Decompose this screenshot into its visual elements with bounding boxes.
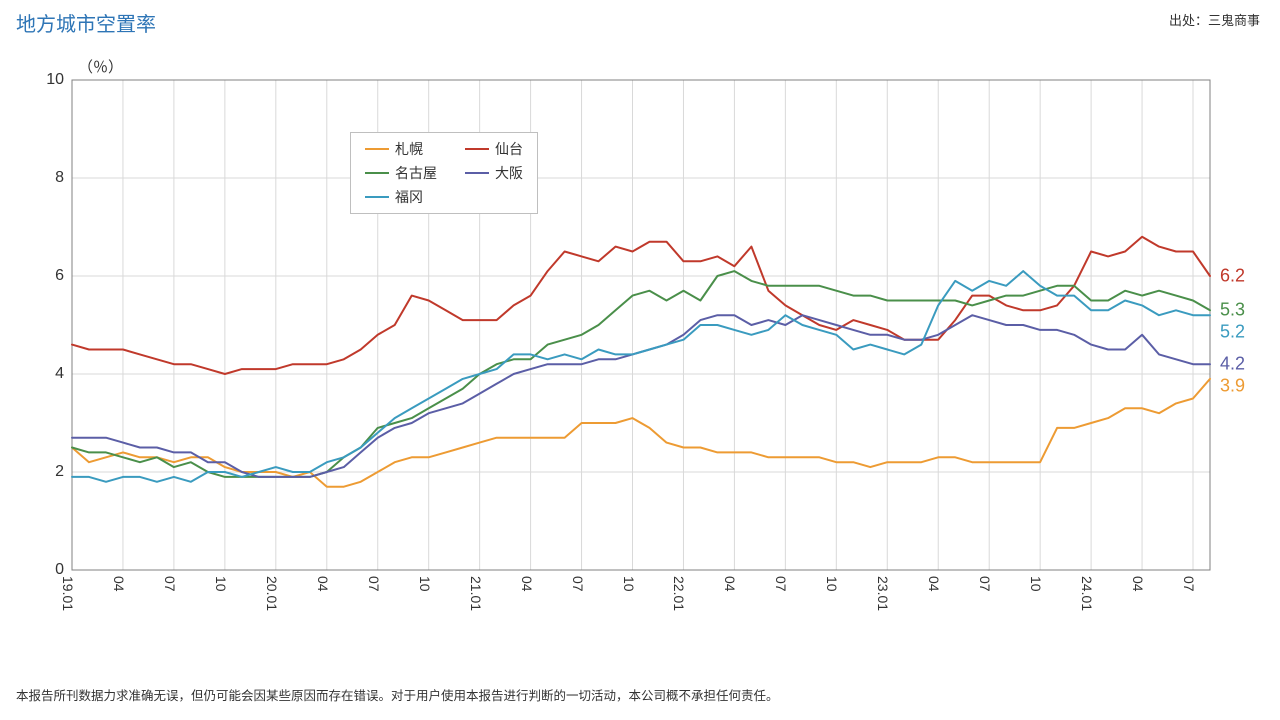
legend-item: 札幌 bbox=[365, 139, 437, 159]
y-tick-label: 8 bbox=[24, 169, 64, 187]
x-tick-label: 24.01 bbox=[1079, 576, 1095, 611]
x-tick-label: 20.01 bbox=[264, 576, 280, 611]
x-tick-label: 23.01 bbox=[875, 576, 891, 611]
legend-label: 福冈 bbox=[395, 187, 423, 207]
y-tick-label: 2 bbox=[24, 463, 64, 481]
series-end-label: 4.2 bbox=[1220, 354, 1245, 375]
disclaimer-text: 本报告所刊数据力求准确无误，但仍可能会因某些原因而存在错误。对于用户使用本报告进… bbox=[16, 685, 779, 704]
x-tick-label: 07 bbox=[977, 576, 993, 592]
series-end-label: 5.3 bbox=[1220, 300, 1245, 321]
legend-swatch bbox=[465, 148, 489, 150]
x-tick-label: 19.01 bbox=[60, 576, 76, 611]
legend-item: 福冈 bbox=[365, 187, 437, 207]
x-tick-label: 07 bbox=[366, 576, 382, 592]
y-unit-label: （％） bbox=[78, 56, 123, 77]
x-tick-label: 22.01 bbox=[671, 576, 687, 611]
x-tick-label: 04 bbox=[315, 576, 331, 592]
y-tick-label: 10 bbox=[24, 71, 64, 89]
x-tick-label: 07 bbox=[162, 576, 178, 592]
source-text: 出处：三鬼商事 bbox=[1169, 10, 1260, 29]
x-tick-label: 07 bbox=[570, 576, 586, 592]
x-tick-label: 04 bbox=[111, 576, 127, 592]
legend-item: 名古屋 bbox=[365, 163, 437, 183]
legend-label: 札幌 bbox=[395, 139, 423, 159]
x-tick-label: 10 bbox=[213, 576, 229, 592]
legend-label: 仙台 bbox=[495, 139, 523, 159]
series-end-label: 6.2 bbox=[1220, 266, 1245, 287]
y-tick-label: 0 bbox=[24, 561, 64, 579]
chart-container: 0 2 4 6 8 10 19.01 04 07 10 20.01 04 07 10 21.01 04 07 10… bbox=[0, 50, 1280, 670]
legend-item: 大阪 bbox=[465, 163, 523, 183]
x-tick-label: 21.01 bbox=[468, 576, 484, 611]
legend-label: 名古屋 bbox=[395, 163, 437, 183]
x-tick-label: 10 bbox=[417, 576, 433, 592]
x-tick-label: 10 bbox=[621, 576, 637, 592]
legend-label: 大阪 bbox=[495, 163, 523, 183]
legend: 札幌 仙台名古屋 大阪福冈 bbox=[350, 132, 538, 214]
y-tick-label: 4 bbox=[24, 365, 64, 383]
x-tick-label: 04 bbox=[1130, 576, 1146, 592]
x-tick-label: 04 bbox=[722, 576, 738, 592]
chart-title: 地方城市空置率 bbox=[16, 8, 156, 37]
x-tick-label: 07 bbox=[1181, 576, 1197, 592]
y-tick-label: 6 bbox=[24, 267, 64, 285]
legend-item: 仙台 bbox=[465, 139, 523, 159]
legend-swatch bbox=[365, 148, 389, 150]
series-end-label: 3.9 bbox=[1220, 376, 1245, 397]
series-end-label: 5.2 bbox=[1220, 322, 1245, 343]
x-tick-label: 10 bbox=[824, 576, 840, 592]
legend-swatch bbox=[365, 196, 389, 198]
x-tick-label: 04 bbox=[926, 576, 942, 592]
legend-swatch bbox=[465, 172, 489, 174]
x-tick-label: 07 bbox=[773, 576, 789, 592]
legend-swatch bbox=[365, 172, 389, 174]
x-tick-label: 10 bbox=[1028, 576, 1044, 592]
x-tick-label: 04 bbox=[519, 576, 535, 592]
